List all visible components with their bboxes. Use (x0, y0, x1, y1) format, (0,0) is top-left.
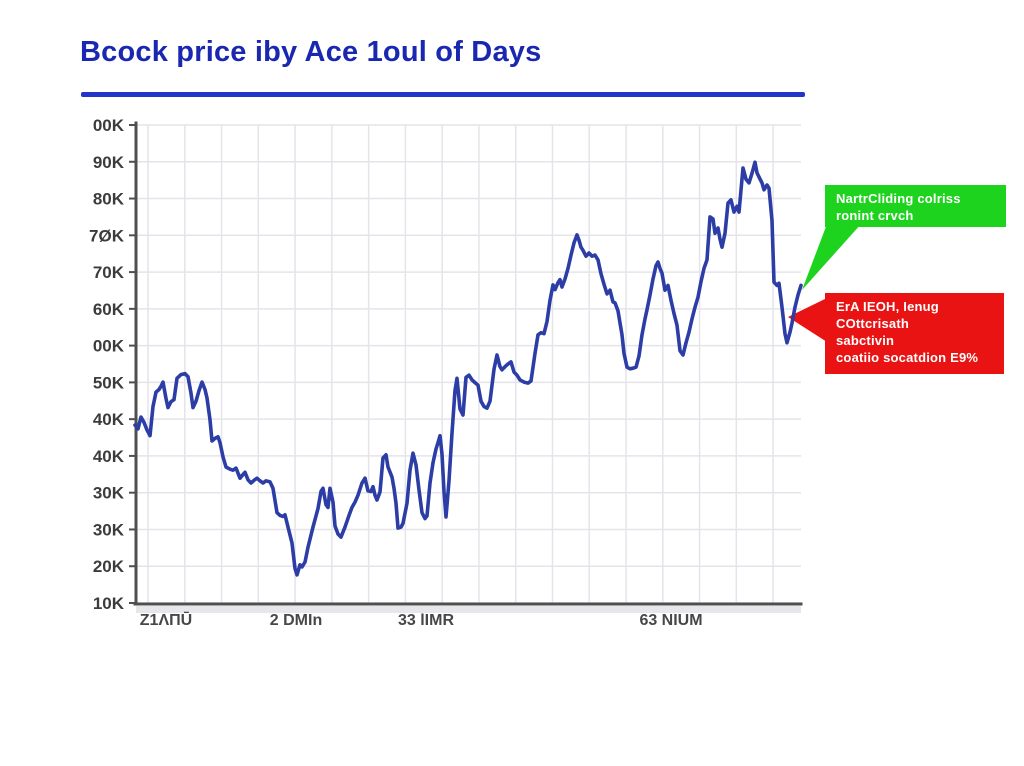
title-underline (81, 92, 805, 97)
red-callout-pointer (788, 298, 827, 342)
y-tick-label: 90K (93, 153, 125, 172)
red-callout-line: coatiio socatdion E9% (836, 350, 979, 365)
red-callout-line: COttcrisath (836, 316, 909, 331)
x-tick-label: 2 DMIn (270, 612, 322, 629)
y-tick-label: 00K (93, 116, 125, 135)
y-tick-label: 30K (93, 484, 125, 503)
y-tick-label: 40K (93, 410, 125, 429)
y-tick-label: 80K (93, 190, 125, 209)
chart-title: Bcock price iby Ace 1oul of Days (80, 36, 542, 68)
axis-shadow (136, 606, 801, 613)
green-callout-line: ronint crvch (836, 208, 914, 223)
y-tick-label: 20K (93, 557, 125, 576)
y-tick-label: 70K (93, 263, 125, 282)
red-callout-line: ErA IEOH, Ienug (836, 299, 939, 314)
y-tick-label: 30K (93, 520, 125, 539)
y-tick-label: 10K (93, 594, 125, 613)
x-tick-label: Z1ΛΠŪ (140, 610, 192, 629)
price-line (133, 160, 803, 577)
y-tick-label: 40K (93, 447, 125, 466)
green-callout: NartrCliding colriss ronint crvch (825, 185, 1006, 227)
y-tick-label: 60K (93, 300, 125, 319)
x-tick-label: 63 NIUM (639, 612, 702, 629)
red-callout-line: sabctivin (836, 333, 895, 348)
green-callout-pointer (802, 224, 861, 290)
green-callout-line: NartrCliding colriss (836, 191, 961, 206)
y-tick-label: 50K (93, 373, 125, 392)
y-tick-label: 7ØK (89, 226, 125, 245)
red-callout: ErA IEOH, Ienug COttcrisath sabctivin co… (825, 293, 1004, 374)
x-tick-label: 33 lIMR (398, 612, 454, 629)
y-tick-label: 00K (93, 337, 125, 356)
